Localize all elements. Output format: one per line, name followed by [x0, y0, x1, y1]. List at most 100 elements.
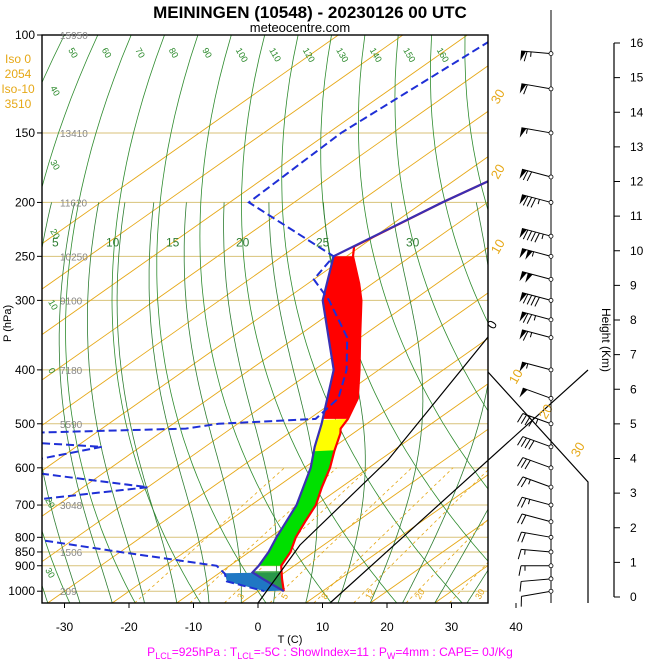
- wind-barb-shaft: [521, 591, 551, 596]
- moist-adiabat-line: [499, 202, 645, 603]
- height-tick-label: 11: [630, 209, 643, 223]
- dry-adiabat-label: 140: [368, 46, 384, 64]
- wind-barb-pennant: [519, 362, 526, 372]
- height-tick-label: 12: [630, 175, 644, 189]
- wind-barb-station: [549, 396, 553, 400]
- dry-adiabat-side-label: 0: [46, 366, 57, 375]
- mixing-ratio-label: 20: [413, 587, 427, 601]
- y-axis-label: P (hPa): [2, 305, 14, 342]
- wind-barb-pennant: [520, 128, 527, 138]
- height-value-label: 5590: [60, 420, 83, 431]
- wind-barb-feather: [529, 441, 534, 450]
- height-tick-label: 3: [630, 486, 637, 500]
- isotherm-label: 20: [488, 161, 508, 181]
- dry-adiabat-line: [242, 35, 397, 603]
- wind-barb-station: [549, 200, 553, 204]
- footer-subscript: LCL: [237, 651, 254, 659]
- temperature-tick-label: -10: [185, 620, 203, 634]
- moist-adiabat-line: [224, 202, 277, 603]
- wind-barb-pennant: [525, 250, 532, 260]
- height-tick-label: 2: [630, 521, 637, 535]
- wind-barb-station: [549, 254, 553, 258]
- wind-barb-shaft: [522, 497, 551, 505]
- footer-text-part: P: [147, 645, 155, 659]
- temperature-tick-label: 0: [255, 620, 262, 634]
- wind-barb: [519, 195, 553, 208]
- wind-barb-feather: [527, 197, 532, 206]
- dry-adiabat-label: 120: [301, 46, 317, 64]
- wind-barb-station: [549, 368, 553, 372]
- iso-label: Iso 0: [5, 52, 31, 66]
- height-value-label: 7180: [60, 366, 83, 377]
- moist-adiabat-line: [87, 202, 144, 603]
- pressure-tick-label: 850: [15, 545, 35, 559]
- height-tick-label: 4: [630, 452, 637, 466]
- wind-barb: [519, 169, 553, 181]
- mixing-ratio-label: 12: [363, 587, 377, 601]
- height-tick-label: 5: [630, 417, 637, 431]
- height-value-label: 1506: [60, 548, 83, 559]
- wind-barb-feather: [518, 532, 522, 542]
- dry-adiabat-label: 100: [234, 46, 250, 64]
- mixing-ratio-label: 5: [279, 592, 290, 601]
- wind-barb-station: [549, 503, 553, 507]
- wind-barb-shaft: [522, 272, 551, 280]
- moist-adiabat-line: [467, 202, 645, 603]
- wind-barb-station: [549, 131, 553, 135]
- wind-barb: [521, 589, 553, 606]
- wind-barb: [519, 293, 553, 307]
- wind-barb-station: [549, 535, 553, 539]
- wind-barb-feather: [518, 514, 523, 523]
- chart-footer: PLCL=925hPa : TLCL=-5C : ShowIndex=11 : …: [147, 645, 513, 659]
- dry-adiabat-label: 90: [200, 46, 214, 60]
- pressure-tick-label: 800: [15, 530, 35, 544]
- wind-barb: [519, 388, 553, 400]
- pressure-tick-label: 250: [15, 249, 35, 263]
- wind-barb: [519, 362, 553, 372]
- temperature-tick-label: 30: [445, 620, 459, 634]
- isotherm-label: 10: [488, 236, 508, 256]
- temperature-tick-label: 40: [509, 620, 523, 634]
- wind-barb: [519, 312, 553, 324]
- moist-adiabat-line: [184, 202, 241, 603]
- pressure-tick-label: 300: [15, 293, 35, 307]
- iso-label: Iso-10: [1, 82, 35, 96]
- height-axis-label: Height (Km): [599, 308, 613, 372]
- wind-barb: [519, 564, 553, 576]
- wind-barb-feather: [535, 297, 540, 306]
- moist-adiabat-label: 10: [106, 235, 120, 249]
- mixing-ratio-line: [406, 468, 539, 603]
- wind-barb-shaft: [521, 549, 551, 552]
- wind-barb-feather: [521, 498, 526, 507]
- wind-barb: [518, 549, 553, 559]
- wind-barb-half-feather: [538, 199, 539, 204]
- wind-barb-shaft: [521, 532, 551, 537]
- moist-adiabat-line: [149, 202, 209, 603]
- wind-barb-half-feather: [536, 419, 538, 424]
- height-tick-label: 16: [630, 36, 644, 50]
- height-tick-label: 7: [630, 348, 637, 362]
- isotherm-label: 10: [506, 366, 526, 386]
- overlay-line-left: [258, 337, 488, 603]
- wind-barb-pennant: [525, 273, 532, 283]
- dry-adiabat-side-label: 30: [48, 158, 62, 172]
- wind-barb-feather: [518, 437, 523, 446]
- pressure-tick-label: 150: [15, 126, 35, 140]
- wind-barb-half-feather: [532, 252, 533, 257]
- height-value-label: 3048: [60, 501, 83, 512]
- wind-barb-feather: [527, 295, 532, 304]
- height-value-label: 10250: [60, 252, 88, 263]
- wind-barb-station: [549, 298, 553, 302]
- footer-text-part: =4mm : CAPE= 0J/Kg: [395, 645, 512, 659]
- height-tick-label: 6: [630, 382, 637, 396]
- wind-barb-feather: [521, 438, 526, 447]
- wind-barb-station: [549, 520, 553, 524]
- height-tick-label: 10: [630, 244, 644, 258]
- footer-subscript: LCL: [155, 651, 172, 659]
- wind-barb: [518, 458, 553, 470]
- wind-barb-feather: [525, 416, 530, 425]
- height-value-label: 13410: [60, 129, 88, 140]
- wind-barb: [518, 477, 553, 489]
- mixing-ratio-label: 3: [235, 592, 246, 601]
